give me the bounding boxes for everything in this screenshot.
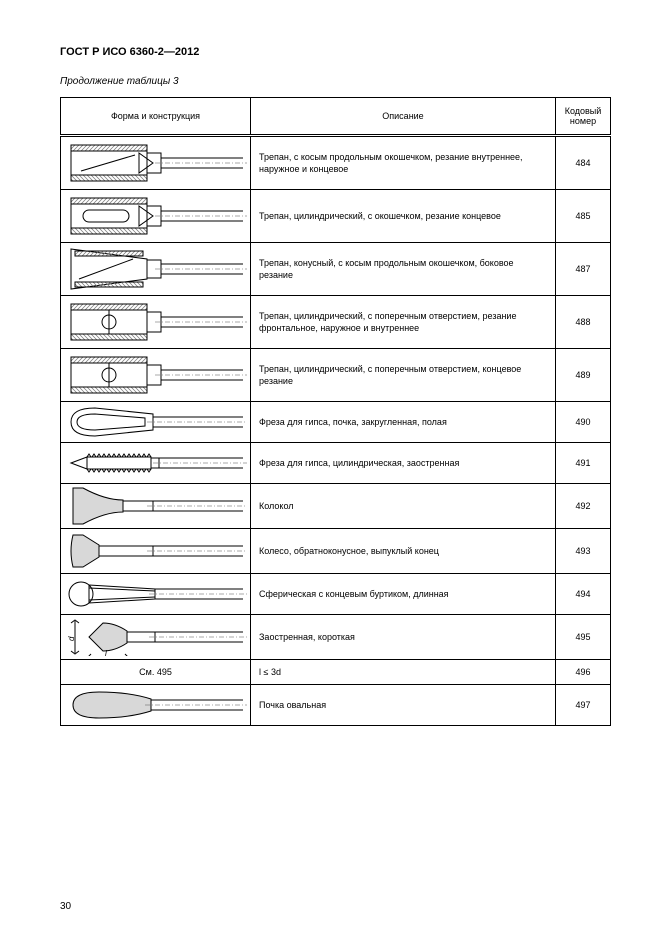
code-cell: 497: [556, 685, 611, 726]
shape-cell: [61, 243, 251, 296]
code-cell: 489: [556, 349, 611, 402]
table-row: Трепан, конусный, с косым продольным око…: [61, 243, 611, 296]
description-cell: Трепан, с косым продольным окошечком, ре…: [251, 136, 556, 190]
description-cell: Трепан, цилиндрический, с поперечным отв…: [251, 349, 556, 402]
shapes-table: Форма и конструкция Описание Кодовый ном…: [60, 97, 611, 726]
code-cell: 490: [556, 402, 611, 443]
table-row: d lЗаостренная, короткая495: [61, 615, 611, 660]
description-cell: Трепан, конусный, с косым продольным око…: [251, 243, 556, 296]
shape-cell: См. 495: [61, 660, 251, 685]
shape-diagram: [65, 487, 247, 525]
code-cell: 496: [556, 660, 611, 685]
shape-diagram: [65, 140, 247, 186]
header-code: Кодовый номер: [556, 98, 611, 136]
code-cell: 492: [556, 484, 611, 529]
table-row: Фреза для гипса, почка, закругленная, по…: [61, 402, 611, 443]
table-caption: Продолжение таблицы 3: [60, 76, 611, 87]
code-cell: 485: [556, 190, 611, 243]
code-cell: 495: [556, 615, 611, 660]
shape-cell: [61, 574, 251, 615]
shape-diagram: d l: [65, 618, 247, 656]
table-row: Фреза для гипса, цилиндрическая, заостре…: [61, 443, 611, 484]
code-cell: 491: [556, 443, 611, 484]
shape-diagram: [65, 193, 247, 239]
shape-cell: [61, 296, 251, 349]
description-cell: Заостренная, короткая: [251, 615, 556, 660]
description-cell: l ≤ 3d: [251, 660, 556, 685]
code-cell: 493: [556, 529, 611, 574]
description-cell: Колесо, обратноконусное, выпуклый конец: [251, 529, 556, 574]
svg-text:l: l: [105, 649, 107, 656]
shape-cell: d l: [61, 615, 251, 660]
shape-diagram: [65, 405, 247, 439]
shape-diagram: [65, 577, 247, 611]
shape-cell: [61, 190, 251, 243]
shape-diagram: [65, 688, 247, 722]
document-title: ГОСТ Р ИСО 6360-2—2012: [60, 46, 611, 58]
description-cell: Колокол: [251, 484, 556, 529]
table-row: Трепан, цилиндрический, с поперечным отв…: [61, 296, 611, 349]
shape-diagram: [65, 352, 247, 398]
code-cell: 487: [556, 243, 611, 296]
header-description: Описание: [251, 98, 556, 136]
shape-diagram: [65, 446, 247, 480]
table-row: Сферическая с концевым буртиком, длинная…: [61, 574, 611, 615]
page-number: 30: [60, 901, 71, 912]
description-cell: Фреза для гипса, цилиндрическая, заостре…: [251, 443, 556, 484]
table-row: См. 495l ≤ 3d496: [61, 660, 611, 685]
shape-cell: [61, 685, 251, 726]
description-cell: Фреза для гипса, почка, закругленная, по…: [251, 402, 556, 443]
table-row: Трепан, цилиндрический, с окошечком, рез…: [61, 190, 611, 243]
description-cell: Почка овальная: [251, 685, 556, 726]
description-cell: Трепан, цилиндрический, с поперечным отв…: [251, 296, 556, 349]
description-cell: Трепан, цилиндрический, с окошечком, рез…: [251, 190, 556, 243]
shape-cell: [61, 349, 251, 402]
shape-cell: [61, 529, 251, 574]
description-cell: Сферическая с концевым буртиком, длинная: [251, 574, 556, 615]
table-row: Трепан, цилиндрический, с поперечным отв…: [61, 349, 611, 402]
shape-diagram: [65, 299, 247, 345]
shape-diagram: [65, 532, 247, 570]
table-row: Трепан, с косым продольным окошечком, ре…: [61, 136, 611, 190]
svg-text:d: d: [67, 636, 76, 641]
header-shape: Форма и конструкция: [61, 98, 251, 136]
shape-cell: [61, 443, 251, 484]
shape-cell: [61, 484, 251, 529]
code-cell: 484: [556, 136, 611, 190]
code-cell: 488: [556, 296, 611, 349]
shape-cell: [61, 136, 251, 190]
table-row: Колокол492: [61, 484, 611, 529]
table-header-row: Форма и конструкция Описание Кодовый ном…: [61, 98, 611, 136]
table-row: Колесо, обратноконусное, выпуклый конец4…: [61, 529, 611, 574]
shape-cell: [61, 402, 251, 443]
shape-diagram: [65, 246, 247, 292]
code-cell: 494: [556, 574, 611, 615]
table-row: Почка овальная497: [61, 685, 611, 726]
